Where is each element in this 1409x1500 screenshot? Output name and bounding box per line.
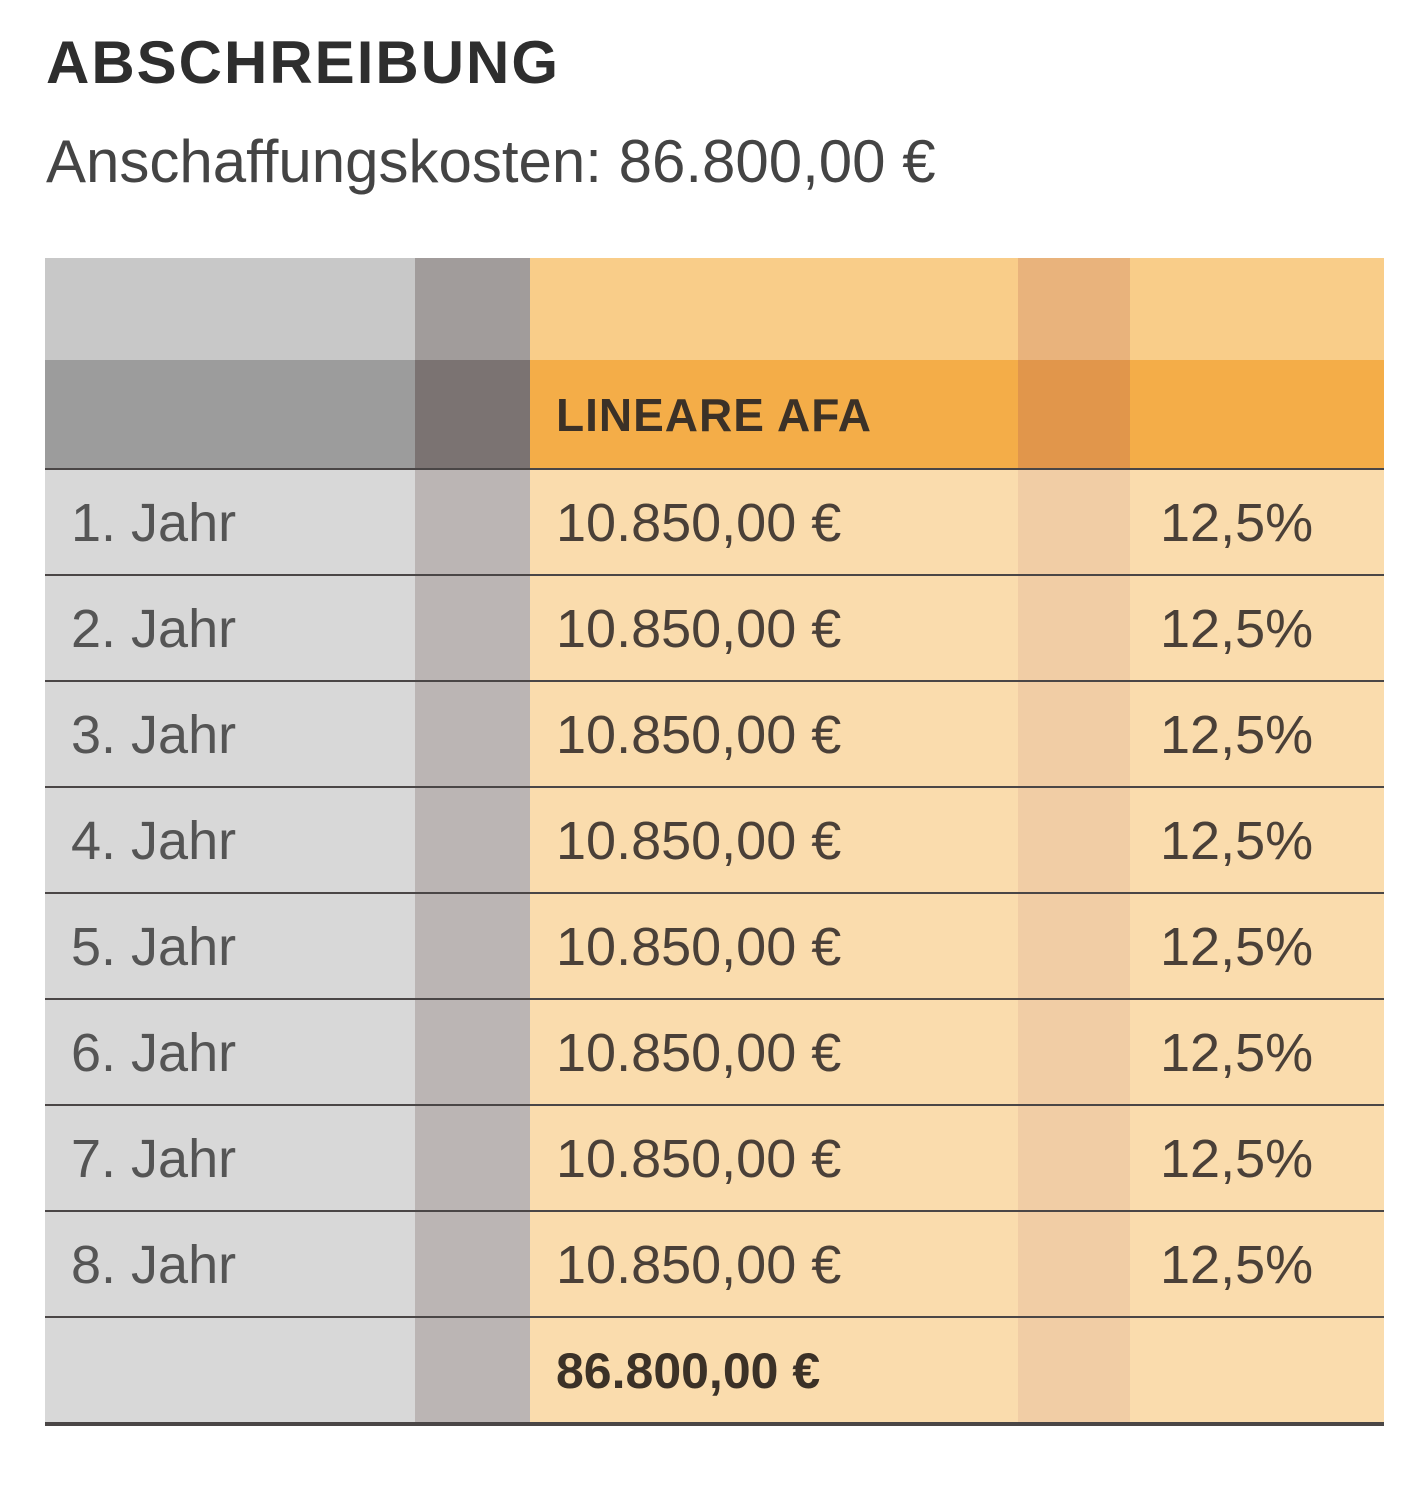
header-cell — [45, 360, 415, 470]
percent-cell: 12,5% — [1130, 1000, 1384, 1106]
amount-value: 10.850,00 € — [556, 917, 842, 977]
percent-value: 12,5% — [1160, 1235, 1314, 1295]
year-cell: 2. Jahr — [45, 576, 415, 682]
year-cell: 6. Jahr — [45, 1000, 415, 1106]
amount-cell: 10.850,00 € — [530, 576, 1018, 682]
spacer-cell — [1018, 470, 1130, 576]
table-row: 3. Jahr 10.850,00 € 12,5% — [45, 682, 1384, 790]
top-band-cell — [415, 258, 530, 360]
spacer-cell — [1018, 788, 1130, 894]
spacer-cell — [415, 682, 530, 788]
percent-cell: 12,5% — [1130, 470, 1384, 576]
amount-value: 10.850,00 € — [556, 1023, 842, 1083]
year-label: 3. Jahr — [71, 705, 237, 765]
year-cell: 5. Jahr — [45, 894, 415, 1000]
percent-cell: 12,5% — [1130, 788, 1384, 894]
header-cell-lineare-afa: LINEARE AFA — [530, 360, 1018, 470]
percent-value: 12,5% — [1160, 811, 1314, 871]
amount-cell: 10.850,00 € — [530, 1106, 1018, 1212]
table-header-row: LINEARE AFA — [45, 360, 1384, 472]
year-cell: 1. Jahr — [45, 470, 415, 576]
amount-cell: 10.850,00 € — [530, 470, 1018, 576]
year-cell: 4. Jahr — [45, 788, 415, 894]
year-cell: 7. Jahr — [45, 1106, 415, 1212]
year-label: 2. Jahr — [71, 599, 237, 659]
spacer-cell — [1018, 1212, 1130, 1318]
amount-value: 10.850,00 € — [556, 1235, 842, 1295]
top-band-cell — [1130, 258, 1384, 360]
percent-value: 12,5% — [1160, 1129, 1314, 1189]
amount-value: 10.850,00 € — [556, 1129, 842, 1189]
amount-cell: 10.850,00 € — [530, 788, 1018, 894]
amount-cell: 10.850,00 € — [530, 682, 1018, 788]
percent-cell: 12,5% — [1130, 682, 1384, 788]
percent-value: 12,5% — [1160, 599, 1314, 659]
acquisition-cost-text: Anschaffungskosten: 86.800,00 € — [46, 128, 936, 195]
header-cell — [1018, 360, 1130, 470]
spacer-cell — [1018, 682, 1130, 788]
amount-value: 10.850,00 € — [556, 811, 842, 871]
amount-cell: 10.850,00 € — [530, 894, 1018, 1000]
spacer-cell — [415, 1106, 530, 1212]
year-label: 8. Jahr — [71, 1235, 237, 1295]
spacer-cell — [415, 1318, 530, 1424]
year-label: 1. Jahr — [71, 493, 237, 553]
top-band-cell — [45, 258, 415, 360]
spacer-cell — [1018, 576, 1130, 682]
page-title: ABSCHREIBUNG — [46, 29, 561, 96]
table-row: 1. Jahr 10.850,00 € 12,5% — [45, 470, 1384, 578]
year-cell: 8. Jahr — [45, 1212, 415, 1318]
spacer-cell — [415, 788, 530, 894]
spacer-cell — [1018, 1318, 1130, 1424]
total-value: 86.800,00 € — [556, 1343, 821, 1399]
spacer-cell — [1018, 1000, 1130, 1106]
amount-value: 10.850,00 € — [556, 493, 842, 553]
percent-cell: 12,5% — [1130, 576, 1384, 682]
year-label: 6. Jahr — [71, 1023, 237, 1083]
spacer-cell — [1018, 1106, 1130, 1212]
percent-cell: 12,5% — [1130, 1106, 1384, 1212]
percent-value: 12,5% — [1160, 493, 1314, 553]
spacer-cell — [1018, 894, 1130, 1000]
year-label: 4. Jahr — [71, 811, 237, 871]
spacer-cell — [415, 1212, 530, 1318]
spacer-cell — [1130, 1318, 1384, 1424]
amount-cell: 10.850,00 € — [530, 1212, 1018, 1318]
year-label: 7. Jahr — [71, 1129, 237, 1189]
amount-value: 10.850,00 € — [556, 705, 842, 765]
table-row: 7. Jahr 10.850,00 € 12,5% — [45, 1106, 1384, 1214]
amount-cell: 10.850,00 € — [530, 1000, 1018, 1106]
total-label-cell — [45, 1318, 415, 1424]
table-row: 4. Jahr 10.850,00 € 12,5% — [45, 788, 1384, 896]
header-cell — [1130, 360, 1384, 470]
table-top-band — [45, 258, 1384, 360]
table-bottom-rule — [45, 1422, 1384, 1426]
table-row: 5. Jahr 10.850,00 € 12,5% — [45, 894, 1384, 1002]
amount-value: 10.850,00 € — [556, 599, 842, 659]
column-header-label: LINEARE AFA — [556, 389, 872, 441]
table-row: 6. Jahr 10.850,00 € 12,5% — [45, 1000, 1384, 1108]
spacer-cell — [415, 1000, 530, 1106]
percent-value: 12,5% — [1160, 705, 1314, 765]
percent-cell: 12,5% — [1130, 894, 1384, 1000]
depreciation-table: LINEARE AFA 1. Jahr 10.850,00 € 12,5% 2.… — [45, 258, 1384, 1426]
top-band-cell — [1018, 258, 1130, 360]
percent-cell: 12,5% — [1130, 1212, 1384, 1318]
total-cell: 86.800,00 € — [530, 1318, 1018, 1424]
header-cell — [415, 360, 530, 470]
percent-value: 12,5% — [1160, 1023, 1314, 1083]
year-cell: 3. Jahr — [45, 682, 415, 788]
table-row: 2. Jahr 10.850,00 € 12,5% — [45, 576, 1384, 684]
top-band-cell — [530, 258, 1018, 360]
spacer-cell — [415, 470, 530, 576]
percent-value: 12,5% — [1160, 917, 1314, 977]
table-total-row: 86.800,00 € — [45, 1318, 1384, 1426]
table-row: 8. Jahr 10.850,00 € 12,5% — [45, 1212, 1384, 1320]
spacer-cell — [415, 894, 530, 1000]
year-label: 5. Jahr — [71, 917, 237, 977]
spacer-cell — [415, 576, 530, 682]
